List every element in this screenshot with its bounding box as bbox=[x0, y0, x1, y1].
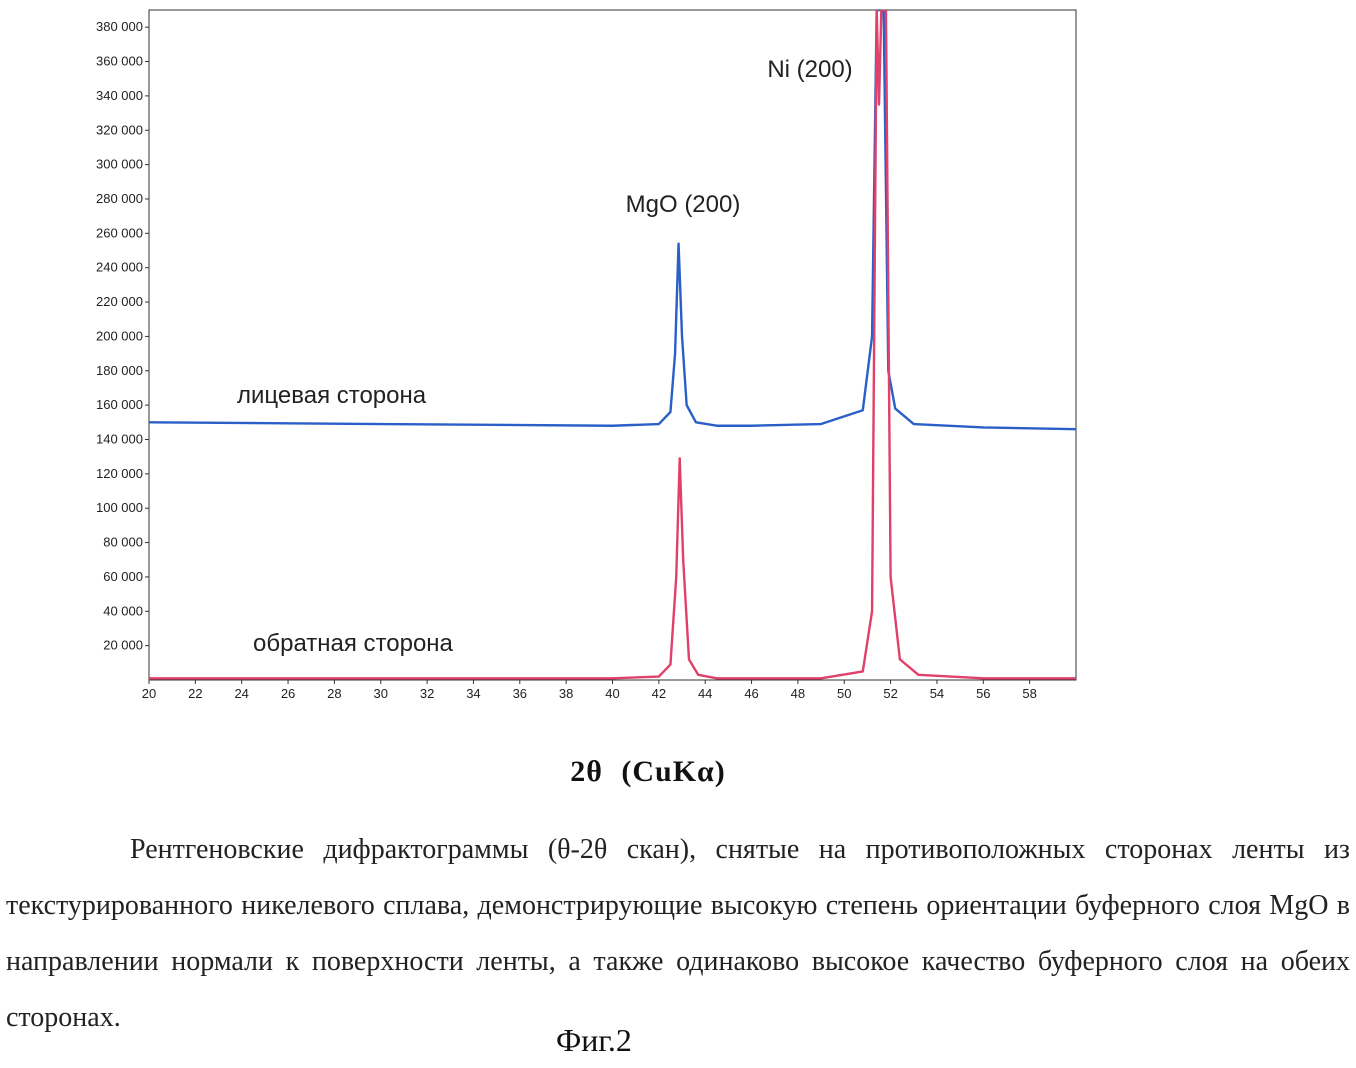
annotations: Ni (200) MgO (200) лицевая сторона обратная… bbox=[237, 56, 853, 657]
y-tick-label: 240 000 bbox=[96, 260, 143, 275]
y-tick-label: 360 000 bbox=[96, 54, 143, 69]
x-tick-label: 22 bbox=[188, 686, 202, 701]
y-tick-label: 220 000 bbox=[96, 294, 143, 309]
y-tick-label: 20 000 bbox=[103, 638, 143, 653]
x-tick-label: 54 bbox=[930, 686, 944, 701]
series-lines bbox=[149, 10, 1076, 678]
x-tick-label: 36 bbox=[513, 686, 527, 701]
y-tick-label: 320 000 bbox=[96, 122, 143, 137]
y-tick-label: 280 000 bbox=[96, 191, 143, 206]
x-tick-label: 40 bbox=[605, 686, 619, 701]
figure-caption: Рентгеновские дифрактограммы (θ-2θ скан)… bbox=[6, 822, 1350, 1046]
y-tick-label: 260 000 bbox=[96, 225, 143, 240]
diffraction-chart: 20 000 40 000 60 000 80 000 100 000 120 000 14… bbox=[0, 0, 1356, 740]
series-line-0 bbox=[149, 10, 1076, 429]
y-tick-label: 160 000 bbox=[96, 397, 143, 412]
y-tick-label: 180 000 bbox=[96, 363, 143, 378]
x-tick-label: 30 bbox=[374, 686, 388, 701]
x-tick-label: 52 bbox=[883, 686, 897, 701]
annotation-label: обратная сторона bbox=[253, 630, 454, 657]
y-tick-label: 120 000 bbox=[96, 466, 143, 481]
annotation-label: лицевая сторона bbox=[237, 382, 427, 409]
y-tick-label: 340 000 bbox=[96, 88, 143, 103]
x-tick-label: 20 bbox=[142, 686, 156, 701]
x-tick-label: 56 bbox=[976, 686, 990, 701]
annotation-label: MgO (200) bbox=[626, 191, 741, 218]
x-tick-label: 58 bbox=[1022, 686, 1036, 701]
series-line-1 bbox=[149, 10, 1076, 678]
y-tick-label: 300 000 bbox=[96, 157, 143, 172]
x-tick-label: 28 bbox=[327, 686, 341, 701]
x-tick-label: 24 bbox=[234, 686, 248, 701]
annotation-label: Ni (200) bbox=[767, 56, 852, 83]
y-tick-label: 100 000 bbox=[96, 500, 143, 515]
x-tick-label: 26 bbox=[281, 686, 295, 701]
x-tick-label: 50 bbox=[837, 686, 851, 701]
x-tick-label: 34 bbox=[466, 686, 480, 701]
x-tick-label: 42 bbox=[652, 686, 666, 701]
x-tick-label: 46 bbox=[744, 686, 758, 701]
x-tick-label: 38 bbox=[559, 686, 573, 701]
x-tick-label: 44 bbox=[698, 686, 712, 701]
figure-label: Фиг.2 bbox=[556, 1022, 632, 1059]
y-tick-label: 140 000 bbox=[96, 431, 143, 446]
x-tick-label: 48 bbox=[791, 686, 805, 701]
y-tick-label: 40 000 bbox=[103, 603, 143, 618]
y-tick-label: 80 000 bbox=[103, 535, 143, 550]
y-tick-label: 200 000 bbox=[96, 328, 143, 343]
y-tick-label: 380 000 bbox=[96, 19, 143, 34]
x-axis-label: 2θ (CuKα) bbox=[0, 755, 1296, 789]
y-tick-label: 60 000 bbox=[103, 569, 143, 584]
x-axis-ticks: 20 22 24 26 28 30 32 34 36 38 40 42 44 46 48 50 52 54 56 58 bbox=[142, 680, 1037, 701]
y-axis-ticks: 20 000 40 000 60 000 80 000 100 000 120 000 14… bbox=[96, 19, 149, 652]
plot-frame bbox=[149, 10, 1076, 680]
x-tick-label: 32 bbox=[420, 686, 434, 701]
